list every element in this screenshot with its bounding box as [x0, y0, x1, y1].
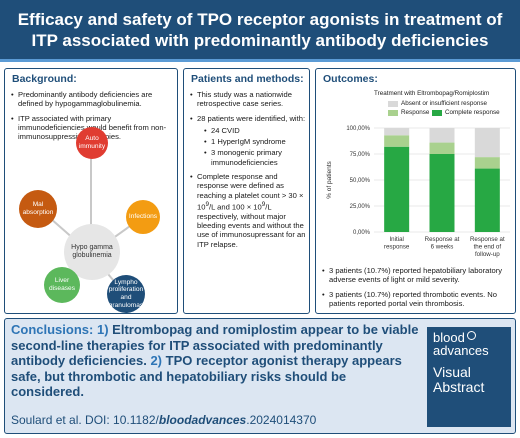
patients-sub-list: 24 CVID 1 HyperIgM syndrome 3 monogenic …	[197, 126, 308, 167]
diagram-node-label: Infections	[128, 213, 158, 221]
y-tick-label: 75,00%	[350, 152, 371, 158]
diagram-node-label: Liver diseases	[48, 277, 76, 292]
logo-line: Visual	[433, 364, 471, 380]
patients-bullet: This study was a nationwide retrospectiv…	[190, 90, 308, 109]
outcomes-bullets: 3 patients (10.7%) reported hepatobiliar…	[322, 266, 514, 313]
legend-swatch	[388, 109, 398, 116]
logo-text: blood	[433, 330, 465, 345]
diagram-center-label: Hypo gamma globulinemia	[71, 243, 113, 259]
conclusion-number: 1)	[96, 322, 109, 337]
definition-text: Complete response and response were defi…	[197, 172, 304, 212]
outcomes-title: Outcomes:	[323, 73, 378, 85]
diagram-node-autoimmunity: Auto immunity	[76, 127, 108, 159]
outcomes-bullet: 3 patients (10.7%) reported thrombotic e…	[322, 290, 514, 309]
patients-sub-item: 1 HyperIgM syndrome	[197, 137, 308, 147]
outcomes-panel: Outcomes: Treatment with Eltrombopag/Rom…	[315, 68, 516, 314]
y-tick-label: 0,00%	[353, 230, 371, 236]
chart-title: Treatment with Eltrombopag/Romiplostim	[374, 90, 490, 97]
header-banner: Efficacy and safety of TPO receptor agon…	[0, 0, 520, 62]
y-tick-label: 100,00%	[346, 126, 370, 132]
bar-segment	[474, 128, 500, 158]
conclusion-1: Eltrombopag and romiplostim appear to be…	[11, 322, 419, 369]
legend-label: Absent or insufficient response	[401, 100, 487, 107]
citation-prefix: Soulard et al. DOI: 10.1182/	[11, 413, 159, 427]
diagram-node-label: Auto immunity	[78, 135, 106, 150]
bar-segment	[384, 128, 410, 136]
diagram-node-infections: Infections	[126, 200, 160, 234]
diagram-node-label: Lympho proliferation and granulomas	[108, 278, 144, 309]
background-title: Background:	[12, 73, 77, 85]
conclusion-number: 2)	[150, 353, 163, 369]
superscript: 9	[261, 200, 266, 208]
bar-segment	[384, 135, 410, 147]
conclusions-box: Conclusions: 1) Eltrombopag and romiplos…	[4, 318, 516, 434]
diagram-node-liver-diseases: Liver diseases	[44, 267, 80, 303]
legend-swatch	[388, 100, 398, 107]
bar-segment	[429, 154, 455, 232]
legend-item-response: Response	[388, 109, 429, 116]
bar-segment	[474, 157, 500, 169]
conclusion-2: TPO receptor agonist therapy appears saf…	[11, 353, 402, 400]
citation-journal: bloodadvances	[158, 413, 247, 427]
bar-segment	[384, 146, 410, 232]
legend-swatch	[432, 109, 442, 116]
x-tick-label: Response at the end of follow-up	[470, 236, 505, 258]
bar-segment	[429, 128, 455, 143]
x-tick-label: Initial response	[384, 236, 410, 250]
diagram-node-lymphoproliferation: Lympho proliferation and granulomas	[107, 275, 145, 313]
legend-label: Complete response	[445, 109, 500, 116]
definition-text: /L and 100 × 10	[208, 202, 262, 212]
logo-line: advances	[433, 343, 489, 358]
bar-segment	[429, 142, 455, 154]
conclusions-label: Conclusions:	[11, 322, 94, 337]
patients-bullet: Complete response and response were defi…	[190, 172, 308, 249]
logo-line: Abstract	[433, 379, 485, 395]
patients-sub-item: 24 CVID	[197, 126, 308, 136]
citation[interactable]: Soulard et al. DOI: 10.1182/bloodadvance…	[11, 413, 316, 427]
definition-text: /L respectively, without major bleeding …	[197, 202, 306, 249]
outcomes-bullet: 3 patients (10.7%) reported hepatobiliar…	[322, 266, 514, 285]
patients-sub-item: 3 monogenic primary immunodeficiencies	[197, 148, 308, 167]
diagram-node-label: Mal absorption	[22, 201, 54, 216]
diagram-node-malabsorption: Mal absorption	[19, 190, 57, 228]
citation-suffix: .2024014370	[246, 413, 317, 427]
blood-advances-logo: blood advances Visual Abstract	[427, 327, 511, 427]
patients-methods-title: Patients and methods:	[191, 73, 304, 85]
patients-bullet-text: 28 patients were identified, with:	[197, 113, 306, 123]
legend-item-complete: Complete response	[432, 109, 500, 116]
legend-label: Response	[401, 109, 430, 116]
patients-bullet: 28 patients were identified, with: 24 CV…	[190, 114, 308, 167]
legend-item-absent: Absent or insufficient response	[388, 100, 487, 107]
y-tick-label: 25,00%	[350, 204, 371, 210]
background-panel: Background: Predominantly antibody defic…	[4, 68, 178, 314]
page-title: Efficacy and safety of TPO receptor agon…	[17, 9, 503, 50]
drop-icon	[466, 331, 476, 340]
bar-segment	[474, 168, 500, 232]
superscript: 9	[205, 200, 209, 208]
y-axis-label: % of patients	[326, 160, 333, 198]
conclusions-text: Conclusions: 1) Eltrombopag and romiplos…	[11, 322, 421, 400]
background-bullet: Predominantly antibody deficiencies are …	[11, 90, 173, 109]
patients-methods-panel: Patients and methods: This study was a n…	[183, 68, 310, 314]
y-tick-label: 50,00%	[350, 178, 371, 184]
patients-bullets: This study was a nationwide retrospectiv…	[190, 90, 308, 254]
logo-line: blood	[433, 331, 507, 344]
outcomes-bar-chart: 0,00% 25,00% 50,00% 75,00% 100,00% % of patie…	[326, 126, 510, 258]
x-tick-label: Response at 6 weeks	[425, 236, 460, 250]
